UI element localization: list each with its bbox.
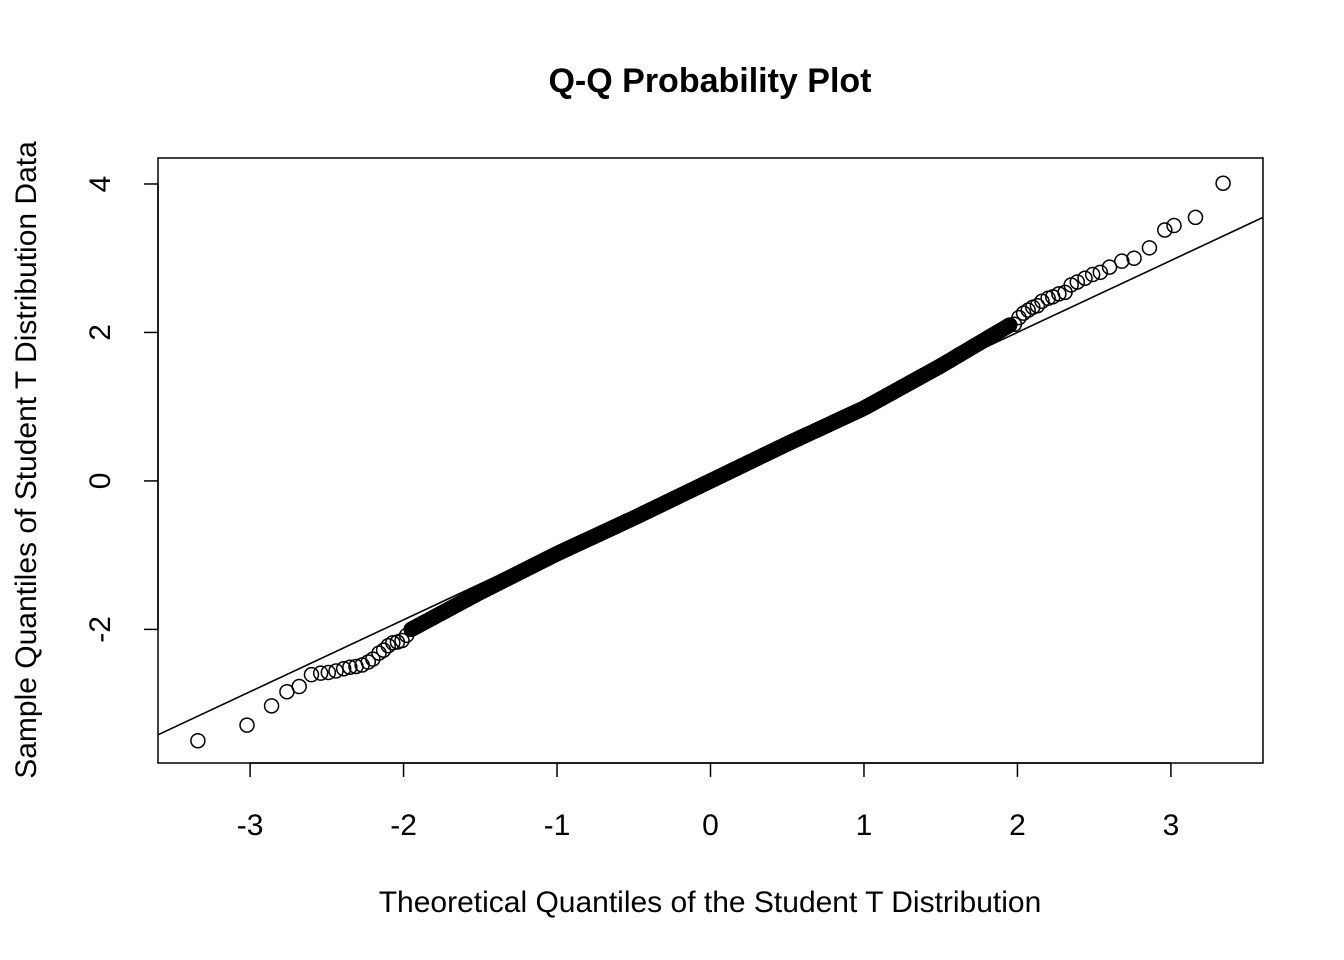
data-point <box>385 634 401 651</box>
y-tick-label: -2 <box>84 616 117 643</box>
data-point <box>1101 259 1118 275</box>
x-tick-label: -2 <box>390 809 417 842</box>
data-point <box>375 642 392 658</box>
data-point <box>335 660 352 677</box>
data-points <box>190 175 1231 749</box>
data-point <box>1215 175 1231 191</box>
data-point <box>1114 253 1130 269</box>
data-point <box>360 654 377 670</box>
data-point <box>1029 297 1046 314</box>
data-point <box>1157 222 1173 238</box>
data-point <box>1077 270 1093 287</box>
data-point <box>1002 317 1018 333</box>
plot-frame <box>157 157 1264 764</box>
data-point <box>1069 274 1086 290</box>
data-point <box>1020 302 1036 318</box>
data-point <box>312 665 329 681</box>
data-point <box>328 663 344 679</box>
data-point <box>1141 240 1158 256</box>
x-tick-label: -1 <box>544 809 571 842</box>
data-point <box>342 659 358 675</box>
y-axis-label: Sample Quantiles of Student T Distributi… <box>10 141 43 779</box>
data-point <box>394 632 410 649</box>
data-point <box>239 717 255 733</box>
x-tick-label: 2 <box>1009 809 1026 842</box>
data-point <box>1166 217 1182 234</box>
data-point <box>263 698 280 714</box>
data-point <box>1126 250 1142 266</box>
x-tick-label: 1 <box>856 809 873 842</box>
data-point <box>1084 266 1101 283</box>
x-axis: -3 -2 -1 0 1 2 3 <box>237 762 1180 842</box>
data-point <box>365 651 381 667</box>
x-axis-label: Theoretical Quantiles of the Student T D… <box>379 886 1042 919</box>
data-point <box>371 645 387 661</box>
y-tick-label: 2 <box>84 324 117 341</box>
data-point <box>303 666 320 683</box>
x-tick-label: 3 <box>1163 809 1180 842</box>
data-point <box>1051 286 1067 302</box>
chart-title: Q-Q Probability Plot <box>548 62 871 100</box>
x-tick-label: -3 <box>237 809 264 842</box>
data-point <box>380 637 396 654</box>
y-tick-label: 4 <box>84 176 117 193</box>
y-tick-label: 0 <box>84 473 117 490</box>
data-point <box>1092 264 1109 281</box>
data-point <box>190 732 206 749</box>
x-tick-label: 0 <box>702 809 719 842</box>
data-point <box>1187 209 1204 226</box>
y-axis: -2 0 2 4 <box>84 176 159 643</box>
data-point <box>320 664 337 681</box>
data-point <box>291 678 307 695</box>
